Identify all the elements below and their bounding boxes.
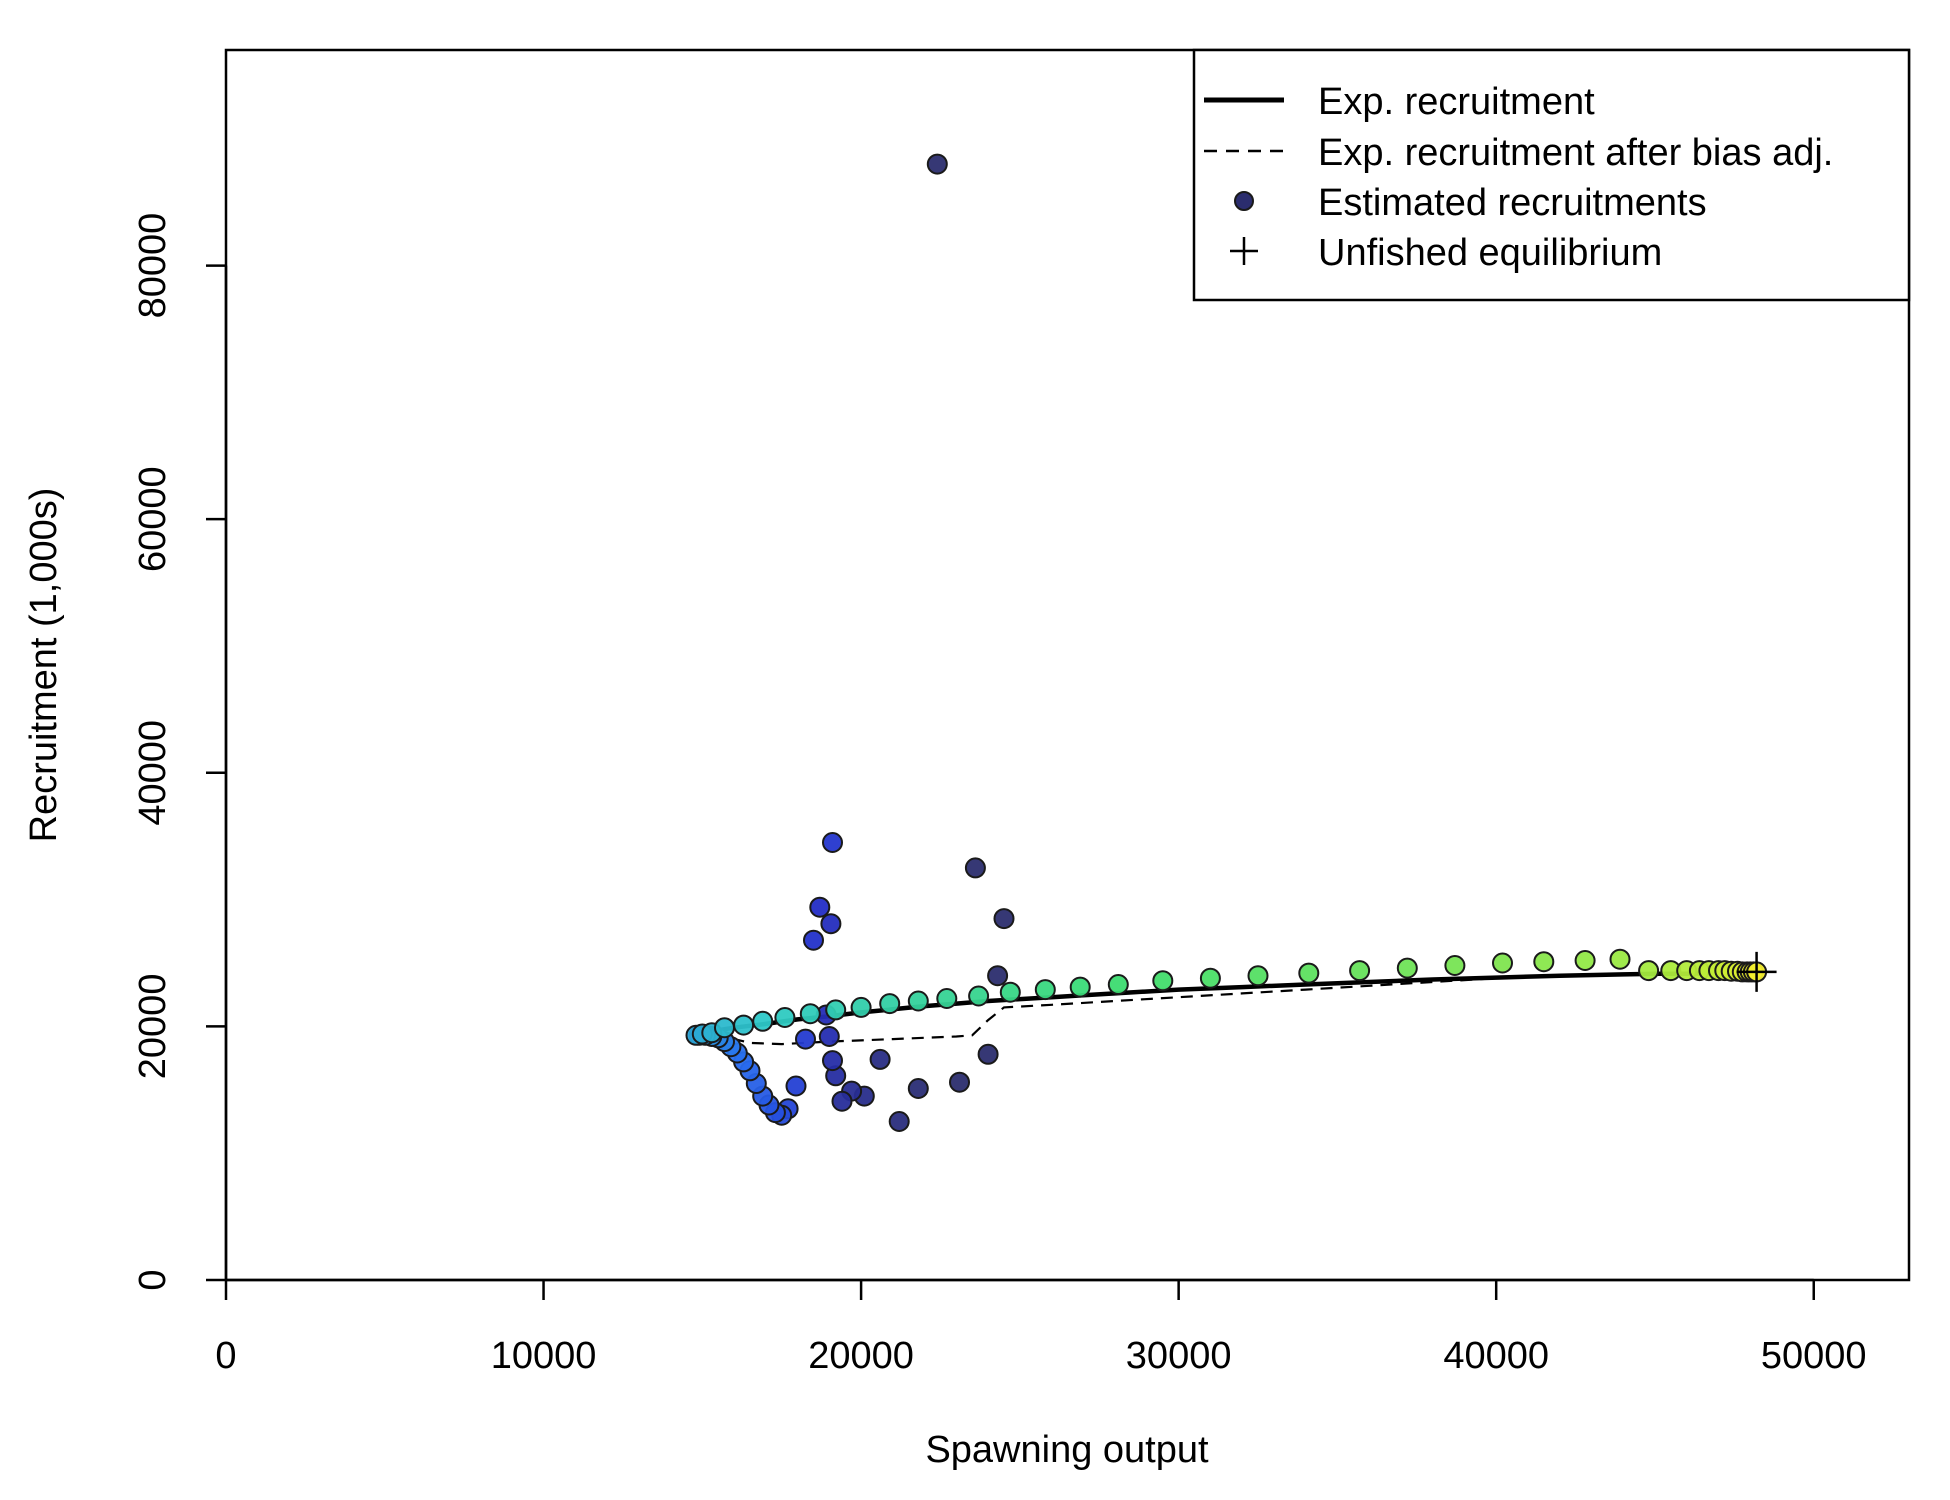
x-tick-label: 20000 — [808, 1335, 914, 1377]
y-tick-label: 0 — [132, 1269, 174, 1290]
estimated-recruitment-point — [733, 1014, 755, 1036]
estimated-recruitment-point — [987, 965, 1009, 987]
legend-item-unfished-equilibrium: Unfished equilibrium — [1318, 232, 1662, 274]
estimated-recruitment-point — [999, 981, 1021, 1003]
x-tick-label: 30000 — [1126, 1335, 1232, 1377]
estimated-recruitment-point — [825, 999, 847, 1021]
estimated-recruitment-point — [888, 1111, 910, 1132]
estimated-recruitment-point — [795, 1028, 816, 1050]
estimated-recruitment-point — [785, 1075, 807, 1097]
y-tick-label: 20000 — [132, 974, 174, 1080]
estimated-recruitment-point — [993, 908, 1015, 930]
y-tick-label: 40000 — [132, 720, 174, 826]
estimated-recruitment-point — [936, 988, 958, 1009]
estimated-recruitment-point — [1574, 950, 1596, 971]
y-tick-label: 60000 — [132, 466, 174, 572]
estimated-recruitment-point — [818, 1026, 840, 1047]
estimated-recruitment-point — [822, 832, 843, 853]
estimated-recruitment-point — [714, 1017, 735, 1039]
x-tick-label: 40000 — [1443, 1335, 1549, 1377]
estimated-recruitment-point — [803, 929, 824, 951]
estimated-recruitment-point — [1247, 965, 1269, 987]
x-tick-label: 0 — [215, 1335, 236, 1377]
x-axis-label: Spawning output — [925, 1429, 1209, 1471]
estimated-recruitment-point — [820, 913, 842, 935]
estimated-recruitment-point — [1492, 952, 1513, 974]
legend-item-exp-recruitment-bias-adj: Exp. recruitment after bias adj. — [1318, 132, 1833, 174]
estimated-recruitment-point — [907, 1078, 929, 1099]
estimated-recruitment-point — [752, 1010, 774, 1032]
estimated-recruitment-point — [977, 1043, 999, 1065]
estimated-recruitment-point — [907, 990, 929, 1012]
estimated-recruitment-point — [1609, 948, 1631, 970]
estimated-recruitment-point — [1069, 976, 1091, 998]
legend-point-swatch — [1234, 191, 1254, 211]
estimated-recruitment-point — [850, 996, 872, 1018]
estimated-recruitment-point — [869, 1048, 891, 1070]
legend-box — [1192, 48, 1911, 302]
legend-item-exp-recruitment: Exp. recruitment — [1318, 81, 1595, 123]
estimated-recruitment-point — [1349, 960, 1371, 982]
estimated-recruitment-point — [879, 993, 901, 1015]
estimated-recruitment-point — [831, 1090, 853, 1112]
x-axis: 0 10000 20000 30000 40000 50000 — [215, 1278, 1867, 1377]
legend: Exp. recruitment Exp. recruitment after … — [1192, 48, 1911, 302]
estimated-recruitment-point — [968, 985, 990, 1007]
y-axis: 0 20000 40000 60000 80000 — [132, 213, 228, 1291]
estimated-recruitment-point — [926, 153, 948, 175]
estimated-recruitment-point — [809, 896, 831, 918]
estimated-recruitment-point — [1533, 951, 1555, 973]
legend-item-estimated-recruitments: Estimated recruitments — [1318, 182, 1707, 224]
y-tick-label: 80000 — [132, 213, 174, 319]
y-axis-label: Recruitment (1,000s) — [23, 488, 65, 843]
x-tick-label: 50000 — [1761, 1335, 1867, 1377]
x-tick-label: 10000 — [491, 1335, 597, 1377]
legend-plus-swatch — [1230, 237, 1258, 265]
estimated-recruitment-point — [799, 1003, 821, 1025]
estimated-recruitment-point — [964, 857, 986, 879]
estimated-recruitment-point — [1298, 962, 1320, 984]
estimated-recruitment-point — [1107, 974, 1129, 995]
estimated-recruitment-point — [1199, 967, 1221, 989]
estimated-recruitment-point — [1444, 955, 1466, 976]
plot-data-layer — [685, 153, 1777, 1132]
estimated-recruitment-point — [949, 1071, 970, 1093]
estimated-recruitment-point — [1638, 960, 1660, 982]
unfished-equilibrium-marker — [1736, 951, 1777, 992]
estimated-recruitment-point — [822, 1050, 843, 1072]
estimated-recruitment-point — [1396, 957, 1418, 979]
exp-recruitment-bias-adj-line — [692, 972, 1757, 1046]
estimated-recruitment-point — [1152, 970, 1174, 992]
estimated-recruitment-point — [774, 1007, 796, 1028]
estimated-recruitment-point — [1034, 979, 1056, 1001]
